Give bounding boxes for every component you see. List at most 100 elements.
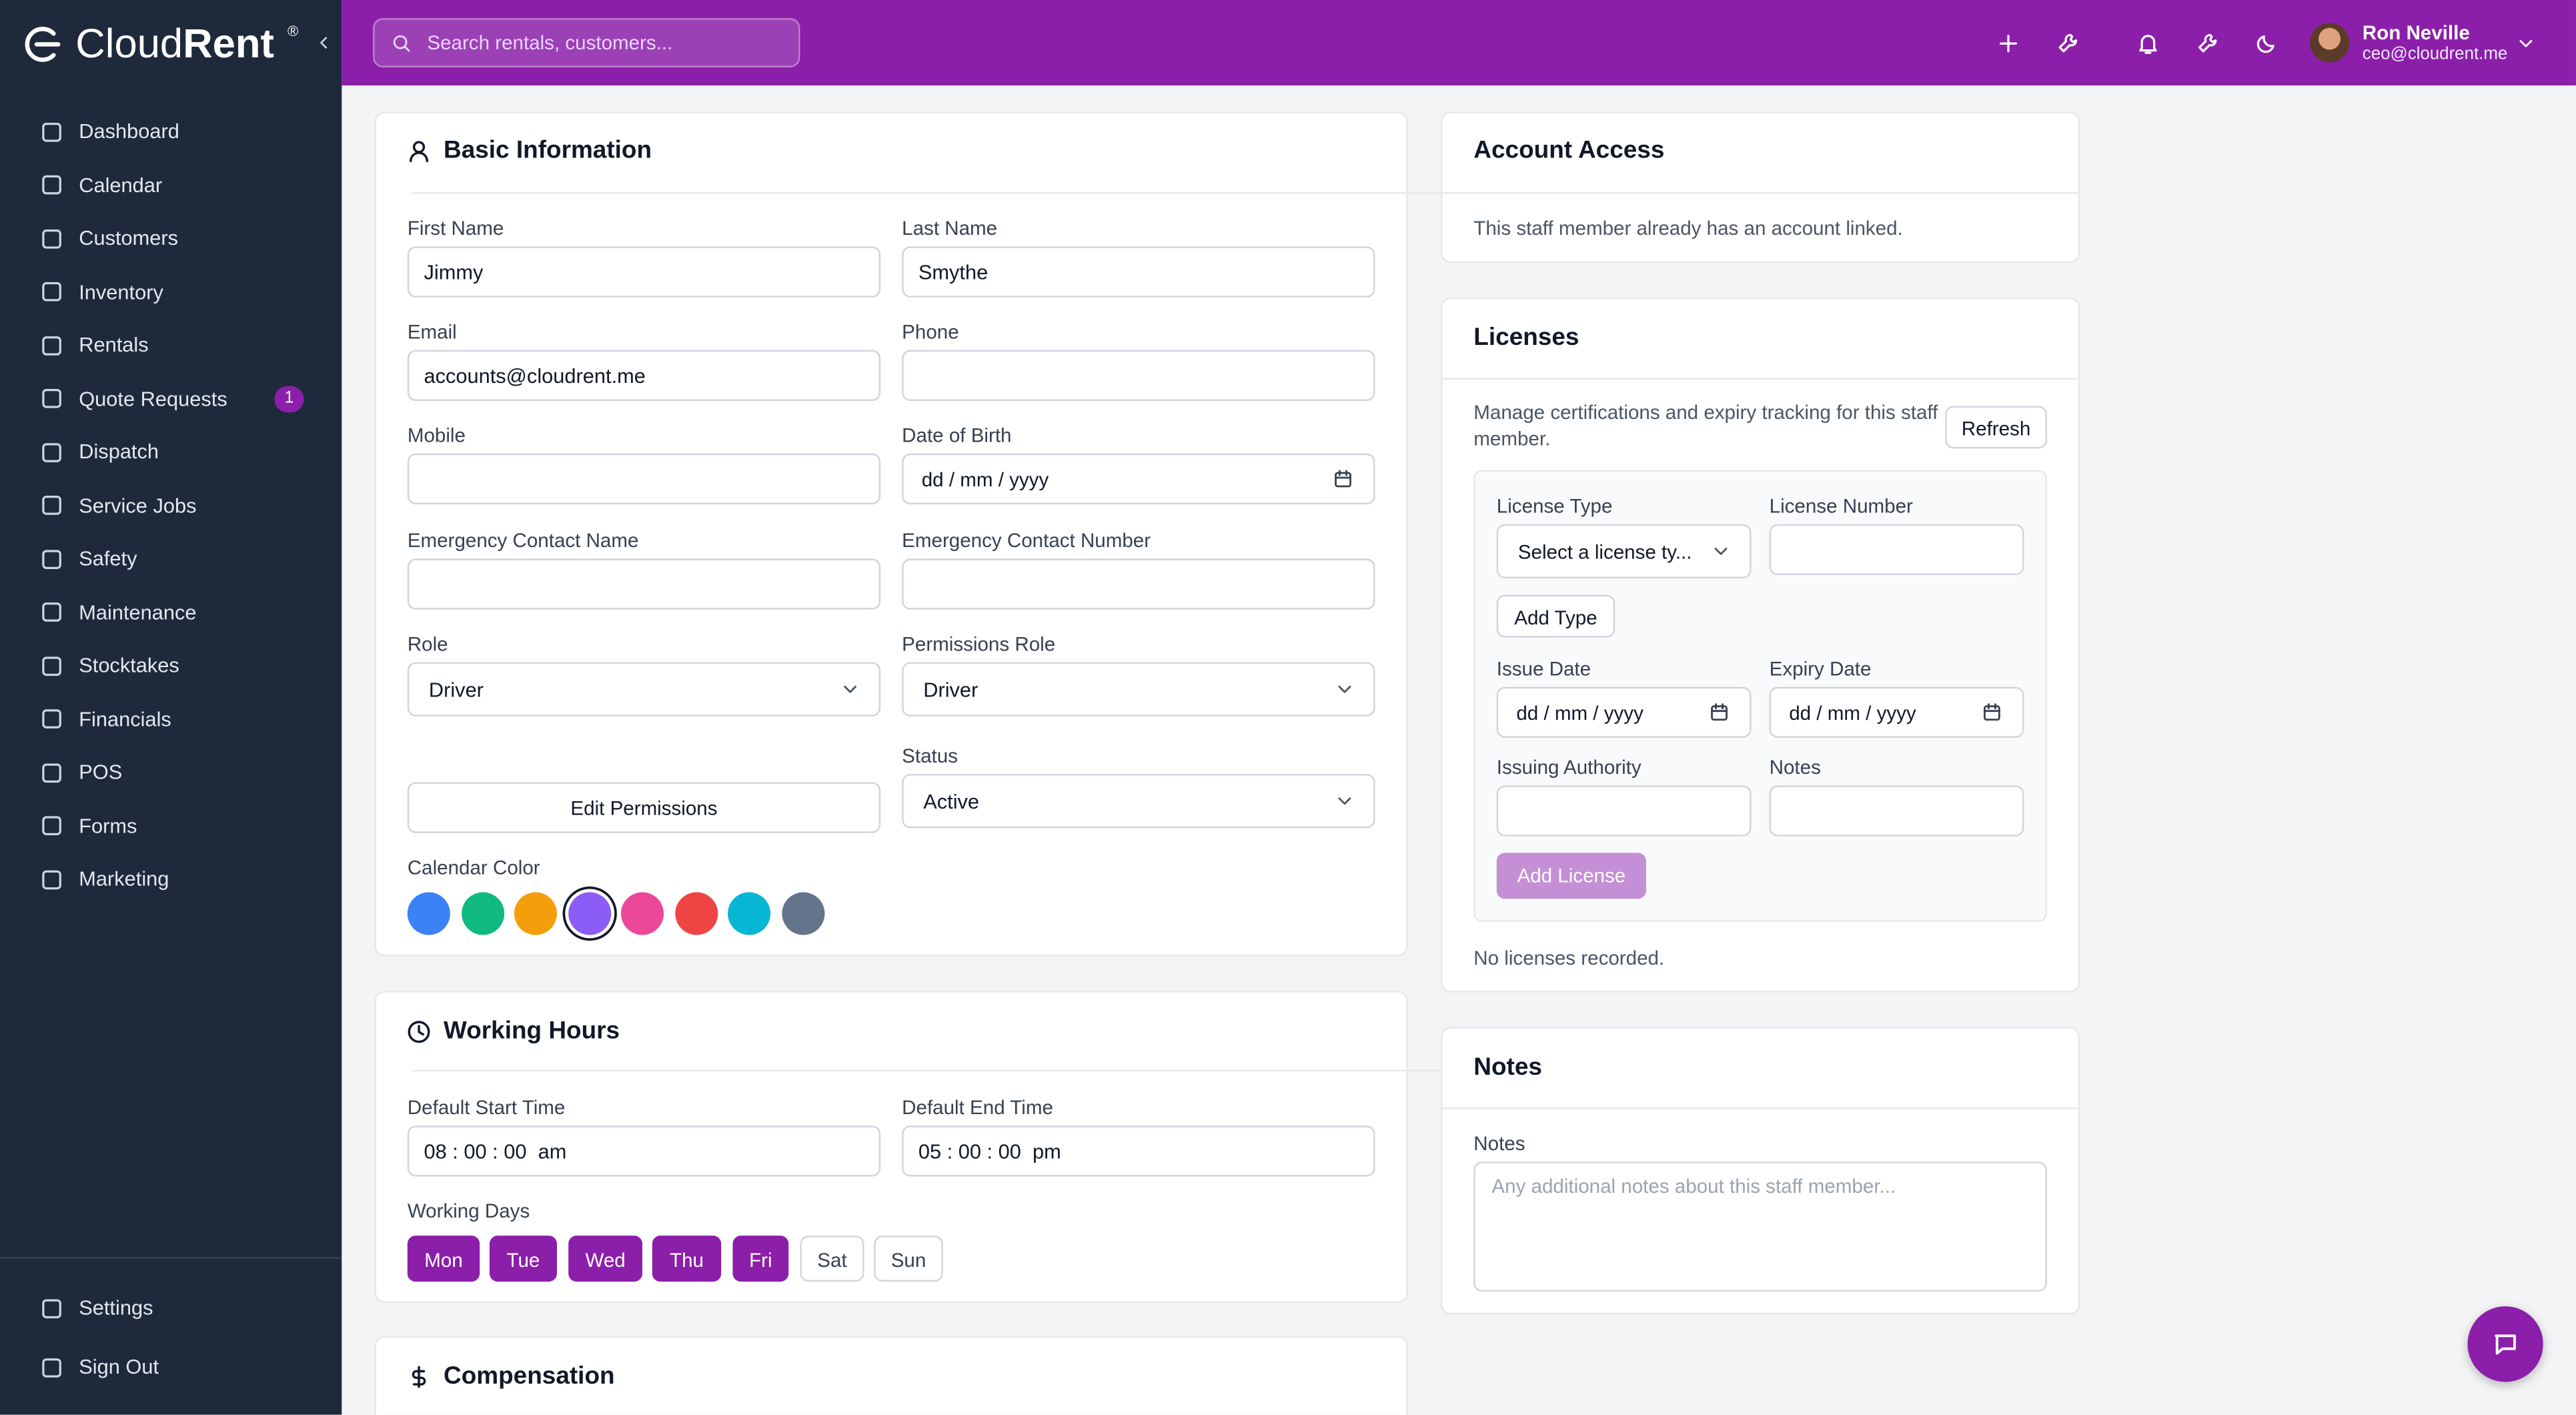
- nav-item[interactable]: [20, 1344, 322, 1390]
- empty-state: No licenses recorded.: [1473, 946, 1665, 970]
- avatar[interactable]: [2309, 23, 2350, 63]
- nav-item[interactable]: [20, 322, 322, 368]
- nav-label: Forms: [79, 814, 137, 837]
- input-value: Smythe: [918, 260, 989, 284]
- button[interactable]: Add License: [1496, 853, 1646, 899]
- textarea[interactable]: [1473, 1161, 2047, 1292]
- nav-label: Safety: [79, 547, 137, 570]
- nav-icon: [39, 226, 63, 251]
- card-divider: [1442, 378, 2082, 380]
- search-box[interactable]: [373, 18, 800, 67]
- input[interactable]: [1496, 686, 1752, 738]
- input[interactable]: [407, 453, 881, 505]
- input-value: accounts@cloudrent.me: [424, 364, 646, 388]
- header-icon[interactable]: [1995, 31, 2020, 55]
- nav-item[interactable]: [20, 803, 322, 849]
- input[interactable]: [902, 453, 1375, 505]
- input[interactable]: [1496, 785, 1752, 837]
- button[interactable]: Sat: [800, 1236, 864, 1282]
- input[interactable]: [407, 246, 881, 298]
- input[interactable]: [902, 246, 1375, 298]
- input[interactable]: [902, 350, 1375, 401]
- color-swatch[interactable]: [781, 892, 824, 935]
- button[interactable]: Refresh: [1945, 406, 2047, 449]
- field-label: Working Days: [407, 1199, 530, 1223]
- select-chevron: [1710, 540, 1731, 562]
- color-swatch[interactable]: [567, 892, 611, 935]
- input[interactable]: [902, 558, 1375, 610]
- button[interactable]: Mon: [407, 1236, 480, 1282]
- nav-item[interactable]: [20, 856, 322, 902]
- nav-label: Stocktakes: [79, 654, 179, 677]
- header-icon[interactable]: [2253, 31, 2278, 55]
- field-label: Default Start Time: [407, 1095, 566, 1119]
- nav-icon: [39, 493, 63, 518]
- input[interactable]: [902, 662, 1375, 717]
- chat-button[interactable]: [2467, 1306, 2543, 1382]
- nav-item[interactable]: [20, 749, 322, 795]
- color-swatch[interactable]: [407, 892, 450, 935]
- nav-item[interactable]: [20, 429, 322, 475]
- textarea-placeholder: Any additional notes about this staff me…: [1491, 1175, 1896, 1198]
- nav-label: Settings: [79, 1296, 153, 1320]
- nav-label: Financials: [79, 707, 171, 731]
- input[interactable]: [407, 350, 881, 401]
- nav-icon: [39, 119, 63, 144]
- input-placeholder: dd / mm / yyyy: [1789, 700, 1916, 724]
- nav-item[interactable]: [20, 162, 322, 208]
- nav-icon: [39, 280, 63, 304]
- button[interactable]: Thu: [652, 1236, 722, 1282]
- card-divider: [1442, 192, 2082, 194]
- input-value: Active: [923, 789, 980, 813]
- color-swatch[interactable]: [460, 892, 504, 935]
- field-label: Permissions Role: [902, 632, 1056, 656]
- search-placeholder: Search rentals, customers...: [427, 31, 673, 55]
- input[interactable]: [1769, 785, 2024, 837]
- nav-icon: [39, 867, 63, 891]
- nav-label: Rentals: [79, 333, 149, 357]
- button[interactable]: Fri: [732, 1236, 789, 1282]
- nav-icon: [39, 706, 63, 731]
- nav-item[interactable]: [20, 536, 322, 582]
- chat-icon: [2491, 1330, 2520, 1359]
- input[interactable]: [902, 774, 1375, 829]
- card-icon: [406, 1019, 432, 1045]
- color-swatch[interactable]: [728, 892, 771, 935]
- button[interactable]: Sun: [874, 1236, 943, 1282]
- card-divider: [1442, 1107, 2082, 1109]
- brand: CloudRent: [75, 20, 305, 69]
- input[interactable]: [1769, 686, 2024, 738]
- card-icon: [406, 138, 432, 164]
- input[interactable]: [407, 1125, 881, 1177]
- input[interactable]: [1769, 524, 2024, 576]
- nav-item[interactable]: [20, 1285, 322, 1331]
- field-label: License Type: [1496, 494, 1613, 518]
- button[interactable]: Add Type: [1496, 594, 1616, 638]
- color-swatch[interactable]: [621, 892, 664, 935]
- header-icon[interactable]: [2054, 31, 2079, 55]
- sidebar: [0, 0, 342, 1415]
- user-name: Ron Neville: [2362, 21, 2470, 45]
- field-label: First Name: [407, 217, 504, 240]
- nav-item[interactable]: [20, 269, 322, 315]
- select-chevron: [1333, 791, 1355, 812]
- input[interactable]: [407, 558, 881, 610]
- header-icon[interactable]: [2194, 31, 2218, 55]
- field-label: Phone: [902, 320, 959, 344]
- field-label: Last Name: [902, 217, 998, 240]
- button[interactable]: Tue: [489, 1236, 557, 1282]
- card-title: Compensation: [444, 1362, 615, 1390]
- color-swatch[interactable]: [514, 892, 557, 935]
- sidebar-divider: [0, 1257, 342, 1259]
- header-icon[interactable]: [2135, 31, 2160, 55]
- button[interactable]: Wed: [568, 1236, 643, 1282]
- card-title: Licenses: [1473, 324, 1579, 352]
- input[interactable]: [902, 1125, 1375, 1177]
- input[interactable]: [1496, 524, 1752, 578]
- field-label: Emergency Contact Number: [902, 529, 1151, 552]
- brand-part: Cloud: [75, 21, 183, 67]
- button[interactable]: Edit Permissions: [407, 782, 881, 833]
- color-swatch[interactable]: [674, 892, 718, 935]
- input[interactable]: [407, 662, 881, 717]
- field-label: Issuing Authority: [1496, 755, 1642, 779]
